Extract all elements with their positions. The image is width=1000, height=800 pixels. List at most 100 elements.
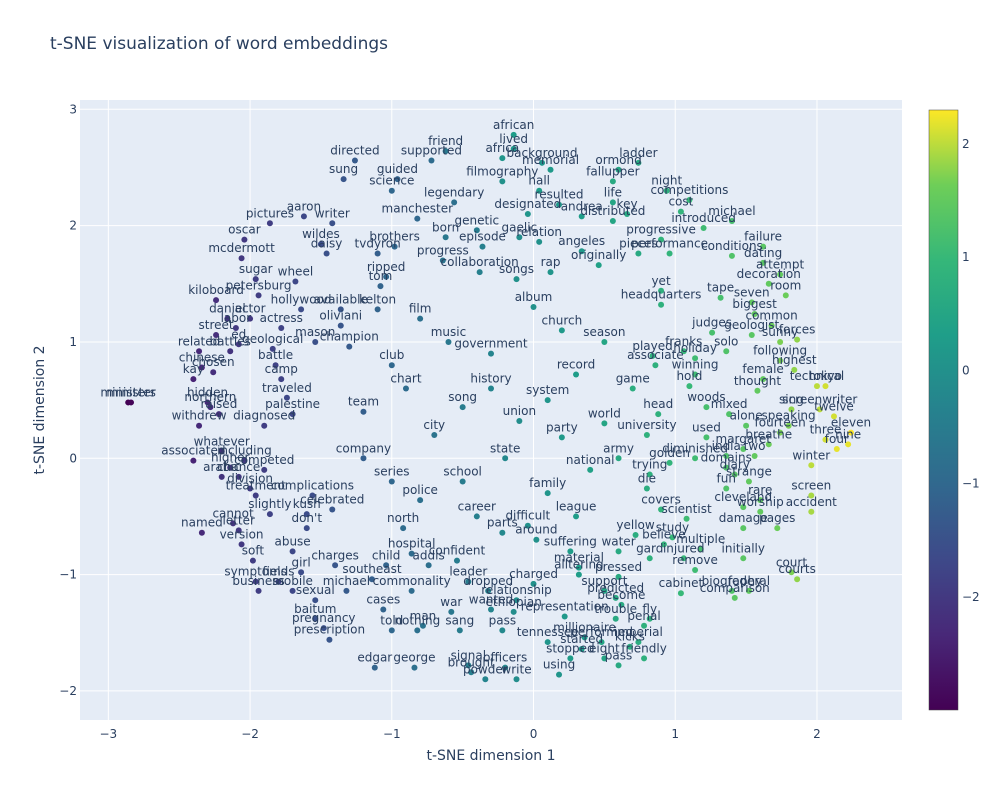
point-label: progress (417, 244, 469, 258)
data-point (530, 580, 537, 587)
point-label: pictures (246, 206, 294, 220)
point-label: memorial (522, 153, 579, 167)
point-label: raised (200, 397, 237, 411)
data-point (822, 383, 829, 390)
data-point (213, 297, 220, 304)
point-label: stopped (546, 641, 595, 655)
point-label: chance (217, 460, 260, 474)
point-label: addis (413, 548, 445, 562)
data-point (788, 406, 795, 413)
data-point (547, 269, 554, 276)
data-point (567, 548, 574, 555)
point-label: distributed (580, 204, 645, 218)
data-point (312, 615, 319, 622)
point-label: write (501, 662, 531, 676)
data-point (740, 555, 747, 562)
point-label: failure (744, 230, 782, 244)
point-label: hall (528, 174, 550, 188)
point-label: higher (211, 451, 250, 465)
data-point (465, 662, 472, 669)
data-point (686, 383, 693, 390)
point-label: kicks (615, 630, 645, 644)
data-point (283, 394, 290, 401)
data-point (666, 459, 673, 466)
point-label: room (770, 278, 801, 292)
plot-area (80, 100, 902, 720)
point-label: mcdermott (208, 241, 275, 255)
data-point (266, 220, 273, 227)
point-label: treatment (226, 478, 286, 492)
data-point (524, 522, 531, 529)
point-label: supported (401, 143, 462, 157)
data-point (329, 220, 336, 227)
point-label: southeast (342, 562, 401, 576)
colorbar (928, 109, 959, 711)
point-label: africa (485, 141, 519, 155)
point-label: started (560, 632, 603, 646)
point-label: whatever (194, 434, 250, 448)
data-point (615, 573, 622, 580)
point-label: solo (714, 334, 738, 348)
point-label: common (745, 309, 797, 323)
data-point (453, 557, 460, 564)
point-label: four (825, 432, 849, 446)
data-point (414, 627, 421, 634)
data-point (238, 541, 245, 548)
point-label: northern (184, 390, 236, 404)
data-point (646, 615, 653, 622)
point-label: hold (676, 369, 702, 383)
data-point (360, 408, 367, 415)
point-label: thought (734, 374, 781, 388)
point-label: michael (708, 204, 755, 218)
point-label: eleven (831, 416, 871, 430)
point-label: manchester (382, 202, 454, 216)
data-point (312, 597, 319, 604)
point-label: palestine (265, 397, 320, 411)
data-point (499, 529, 506, 536)
point-label: material (554, 551, 604, 565)
point-label: girl (291, 555, 310, 569)
point-label: two (744, 439, 766, 453)
data-point (740, 525, 747, 532)
point-label: twelve (814, 399, 854, 413)
data-point (230, 520, 237, 527)
point-label: film (409, 302, 432, 316)
point-label: business (232, 574, 284, 588)
data-point (635, 639, 642, 646)
data-point (615, 455, 622, 462)
point-label: headquarters (621, 288, 702, 302)
data-point (337, 322, 344, 329)
point-label: andrea (561, 199, 603, 213)
data-point (400, 525, 407, 532)
data-point (646, 471, 653, 478)
point-label: officers (483, 651, 527, 665)
data-point (275, 578, 282, 585)
point-label: soft (242, 544, 265, 558)
data-point (677, 590, 684, 597)
point-label: chosen (192, 355, 235, 369)
data-point (499, 627, 506, 634)
point-label: eight (589, 641, 620, 655)
data-point (578, 646, 585, 653)
data-point (459, 404, 466, 411)
data-point (298, 306, 305, 313)
point-label: career (458, 499, 496, 513)
point-label: state (490, 441, 520, 455)
point-label: competed (234, 453, 294, 467)
point-label: war (440, 595, 462, 609)
data-point (813, 383, 820, 390)
point-label: hospital (388, 537, 436, 551)
point-label: george (393, 651, 435, 665)
data-point (745, 587, 752, 594)
point-label: michael (323, 574, 370, 588)
data-point (643, 485, 650, 492)
data-point (544, 639, 551, 646)
data-point (765, 280, 772, 287)
point-label: chart (390, 371, 421, 385)
data-point (700, 224, 707, 231)
point-label: gaelic (502, 220, 538, 234)
point-label: pages (759, 511, 795, 525)
point-label: signal (451, 648, 487, 662)
point-label: trouble (594, 602, 637, 616)
